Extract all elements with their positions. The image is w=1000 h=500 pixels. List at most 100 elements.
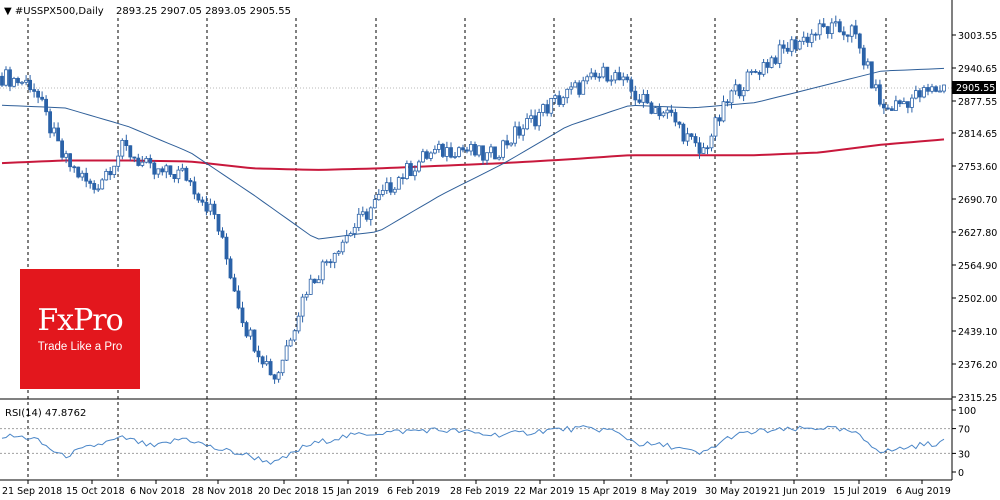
candle-body bbox=[28, 79, 33, 91]
candle-body bbox=[841, 31, 846, 36]
candle-body bbox=[96, 188, 101, 191]
candle-body bbox=[825, 26, 830, 35]
candle-body bbox=[24, 79, 29, 83]
price-tick-label: 2753.60 bbox=[958, 162, 997, 173]
candle-body bbox=[304, 293, 309, 298]
rsi-layer bbox=[1, 425, 945, 465]
candle-body bbox=[316, 279, 321, 284]
ma50-line bbox=[1, 67, 945, 240]
candle-body bbox=[906, 101, 910, 108]
candle-body bbox=[505, 140, 510, 146]
candle-body bbox=[440, 143, 445, 157]
candle-body bbox=[308, 278, 313, 295]
candle-body bbox=[529, 115, 533, 120]
candle-body bbox=[861, 47, 866, 66]
candle-body bbox=[296, 315, 301, 332]
time-tick-label: 20 Dec 2018 bbox=[258, 486, 319, 497]
candle-body bbox=[717, 117, 722, 122]
candle-body bbox=[765, 62, 770, 68]
candle-body bbox=[180, 167, 185, 171]
candle-body bbox=[416, 161, 421, 172]
candle-body bbox=[428, 152, 433, 159]
candle-body bbox=[613, 72, 618, 81]
rsi-levels bbox=[0, 428, 952, 454]
candle-body bbox=[228, 258, 233, 279]
candle-body bbox=[894, 100, 898, 111]
candle-body bbox=[244, 322, 249, 337]
candle-body bbox=[424, 151, 429, 159]
candle-body bbox=[677, 121, 682, 125]
candle-body bbox=[601, 66, 606, 78]
symbol-label[interactable]: ▼ #USSPX500,Daily bbox=[4, 6, 104, 17]
time-tick-label: 6 Feb 2019 bbox=[387, 486, 440, 497]
candle-body bbox=[533, 115, 537, 127]
time-tick-label: 8 May 2019 bbox=[641, 486, 697, 497]
candle-body bbox=[220, 230, 225, 238]
time-axis: 21 Sep 2018 15 Oct 2018 6 Nov 2018 28 Nov 2… bbox=[2, 480, 951, 497]
candle-body bbox=[388, 182, 393, 193]
candle-body bbox=[721, 101, 726, 122]
current-price-bg bbox=[952, 81, 996, 94]
candle-body bbox=[64, 153, 68, 158]
rsi-tick-label: 70 bbox=[958, 425, 970, 436]
candle-body bbox=[865, 61, 870, 66]
candle-body bbox=[236, 290, 241, 309]
candle-body bbox=[384, 182, 389, 191]
candles-layer bbox=[0, 15, 946, 384]
candle-body bbox=[761, 62, 766, 75]
candle-body bbox=[344, 235, 349, 243]
candle-body bbox=[829, 22, 834, 34]
time-tick-label: 30 May 2019 bbox=[705, 486, 767, 497]
candle-body bbox=[160, 168, 165, 173]
candle-body bbox=[661, 112, 666, 117]
time-tick-label: 15 Apr 2019 bbox=[578, 486, 637, 497]
candle-body bbox=[420, 151, 425, 163]
candle-body bbox=[392, 188, 397, 193]
candle-body bbox=[593, 72, 598, 78]
candle-body bbox=[152, 162, 157, 175]
candle-body bbox=[773, 57, 778, 64]
candle-body bbox=[112, 165, 117, 175]
candle-body bbox=[793, 39, 798, 50]
candle-body bbox=[216, 213, 221, 232]
candle-body bbox=[673, 112, 678, 123]
candle-body bbox=[693, 136, 698, 144]
candle-body bbox=[260, 356, 265, 365]
candle-body bbox=[192, 181, 197, 195]
logo-tagline: Trade Like a Pro bbox=[37, 341, 123, 353]
price-tick-label: 2690.70 bbox=[958, 195, 997, 206]
candle-body bbox=[128, 145, 133, 158]
candle-body bbox=[457, 147, 461, 157]
candle-body bbox=[400, 177, 405, 180]
time-tick-label: 21 Sep 2018 bbox=[2, 486, 62, 497]
candle-body bbox=[436, 143, 441, 150]
candle-body bbox=[878, 84, 882, 105]
candle-body bbox=[56, 127, 60, 142]
candle-body bbox=[4, 69, 8, 86]
candle-body bbox=[697, 142, 702, 154]
candle-body bbox=[224, 236, 229, 260]
candle-body bbox=[633, 90, 638, 101]
candle-body bbox=[453, 155, 457, 158]
candle-body bbox=[348, 233, 353, 237]
candle-body bbox=[140, 161, 145, 166]
candle-body bbox=[685, 133, 690, 142]
candle-body bbox=[565, 88, 570, 99]
candle-body bbox=[689, 133, 694, 137]
candle-body bbox=[577, 82, 582, 95]
candle-body bbox=[240, 307, 245, 324]
time-tick-label: 6 Aug 2019 bbox=[896, 486, 951, 497]
candle-body bbox=[396, 177, 401, 190]
candle-body bbox=[320, 261, 325, 281]
candle-body bbox=[184, 167, 189, 181]
candle-body bbox=[914, 90, 918, 99]
candle-body bbox=[617, 72, 622, 81]
candle-body bbox=[501, 140, 506, 158]
candle-body bbox=[665, 109, 670, 114]
candle-body bbox=[625, 76, 630, 81]
candle-body bbox=[292, 330, 297, 341]
candle-body bbox=[32, 89, 36, 92]
candle-body bbox=[72, 166, 77, 169]
candle-body bbox=[497, 156, 502, 160]
